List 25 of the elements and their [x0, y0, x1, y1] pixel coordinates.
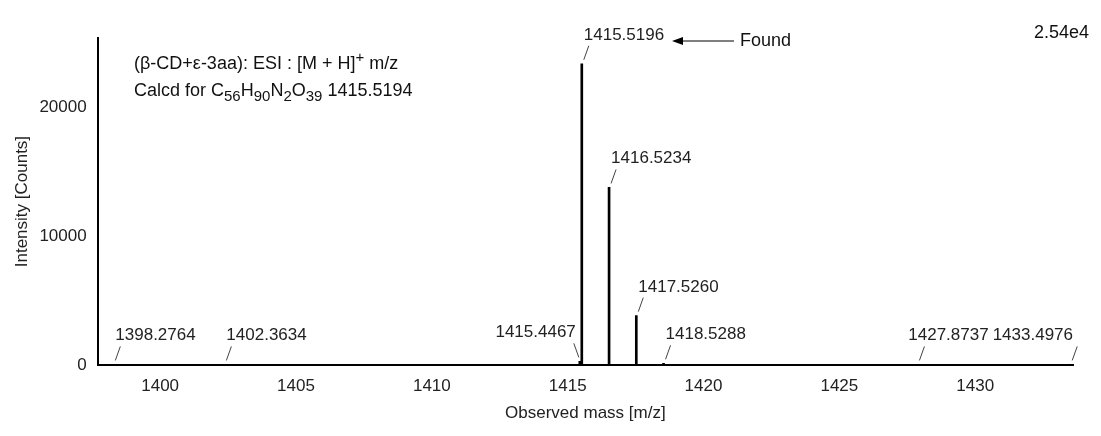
- annotation: 1415.4467: [495, 322, 576, 342]
- annotation: Found: [740, 30, 792, 51]
- x-tick-label: 1415: [548, 376, 587, 396]
- x-tick-label: 1420: [684, 376, 723, 396]
- x-tick-label: 1430: [956, 376, 995, 396]
- annotation: 1427.8737: [908, 325, 989, 345]
- annotation: 2.54e4: [1033, 22, 1089, 43]
- y-axis-title: Intensity [Counts]: [11, 135, 31, 268]
- text: Calcd for C$_{56}$H$_{90}$N$_{2}$O$_{39}$ 1415.5194: [134, 80, 413, 104]
- y-tick-label: 0: [77, 354, 87, 374]
- y-tick-label: 10000: [39, 226, 87, 246]
- x-axis-title: Observed mass [m/z]: [505, 403, 666, 423]
- x-tick-label: 1405: [277, 376, 315, 396]
- x-tick-label: 1400: [141, 376, 180, 396]
- annotation: 1416.5234: [611, 148, 692, 168]
- annotation: (β-CD+ε-3aa): ESI : [M + H]$^{+}$ m/z: [134, 48, 399, 74]
- annotation: 1402.3634: [226, 325, 307, 345]
- x-tick-label: 1410: [412, 376, 451, 396]
- annotation: 1398.2764: [115, 325, 196, 345]
- annotation: 1418.5288: [665, 324, 746, 344]
- annotation: 1415.5196: [583, 24, 665, 44]
- annotation: 1417.5260: [638, 276, 719, 296]
- x-tick-label: 1425: [820, 376, 859, 396]
- y-tick-label: 20000: [39, 97, 87, 117]
- annotation: 1433.4976: [992, 325, 1074, 345]
